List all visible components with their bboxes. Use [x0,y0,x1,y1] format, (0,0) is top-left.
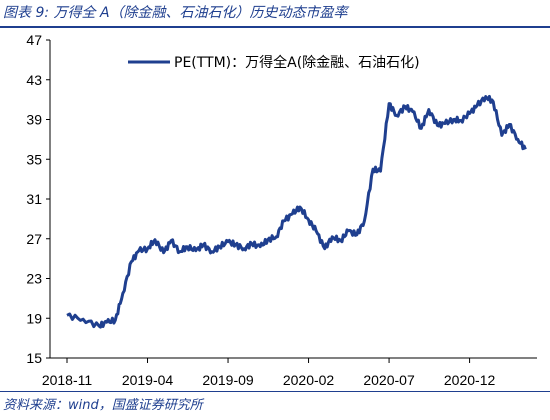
x-tick-label: 2020-07 [363,372,415,388]
y-tick-label: 43 [26,72,42,88]
y-tick-label: 39 [26,112,42,128]
x-tick-label: 2019-04 [122,372,174,388]
legend: PE(TTM)：万得全A(除金融、石油石化) [128,54,420,71]
series-line [66,94,527,329]
y-axis-ticks: 15 19 23 27 31 35 39 43 47 [26,32,50,366]
figure-source: 资料来源：wind，国盛证券研究所 [3,398,203,413]
y-tick-label: 31 [26,191,42,207]
x-tick-label: 2020-02 [283,372,335,388]
chart: 15 19 23 27 31 35 39 43 47 2018-11 2019-04 2019-09… [26,32,537,388]
legend-label: PE(TTM)：万得全A(除金融、石油石化) [174,54,420,71]
y-tick-label: 19 [26,310,42,326]
source-divider [0,391,550,392]
figure-title: 图表 9: 万得全 A（除金融、石油石化）历史动态市盈率 [3,5,348,21]
title-divider [0,26,550,28]
y-tick-label: 15 [26,350,42,366]
y-tick-label: 23 [26,271,42,287]
y-tick-label: 35 [26,151,42,167]
x-tick-label: 2020-12 [444,372,496,388]
x-tick-label: 2019-09 [202,372,254,388]
chart-axes [49,40,537,359]
y-tick-label: 27 [26,231,42,247]
x-axis-ticks: 2018-11 2019-04 2019-09 2020-02 2020-07 2020-… [42,358,496,388]
y-tick-label: 47 [26,32,42,48]
x-tick-label: 2018-11 [42,372,93,388]
